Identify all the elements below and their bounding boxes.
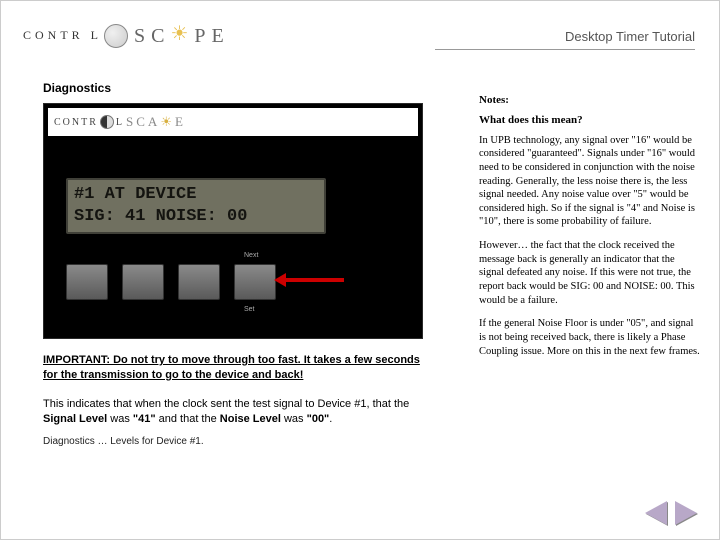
screenshot-clock-icon: [100, 115, 114, 129]
caption-text: Diagnostics … Levels for Device #1.: [43, 436, 443, 447]
brand-logo: CONTR L SC☀PE: [23, 23, 230, 48]
logo-text-control: CONTR L: [23, 28, 102, 43]
header: CONTR L SC☀PE Desktop Timer Tutorial: [1, 1, 719, 65]
notes-p1: In UPB technology, any signal over "16" …: [479, 134, 701, 229]
lcd-line1: #1 AT DEVICE: [74, 185, 196, 204]
notes-column: Notes: What does this mean? In UPB techn…: [479, 93, 701, 368]
device-label-next: Next: [244, 252, 258, 259]
device-button-4: [234, 264, 276, 300]
title-underline: [435, 49, 695, 50]
next-button[interactable]: [675, 501, 697, 525]
device-button-1: [66, 264, 108, 300]
important-note: IMPORTANT: Do not try to move through to…: [43, 353, 443, 383]
lcd-line2: SIG: 41 NOISE: 00: [74, 207, 247, 226]
red-arrow-icon: [284, 278, 344, 282]
device-button-3: [178, 264, 220, 300]
screenshot-logo-scape: SCA☀E: [126, 114, 186, 130]
device-buttons: Next Set: [66, 256, 356, 316]
logo-text-scape: SC☀PE: [134, 23, 230, 48]
nav-arrows: [645, 501, 697, 525]
body-text: This indicates that when the clock sent …: [43, 397, 443, 427]
device-label-set: Set: [244, 306, 255, 313]
clock-icon: [104, 24, 128, 48]
section-title: Diagnostics: [43, 81, 443, 95]
notes-subheading: What does this mean?: [479, 113, 701, 127]
device-screenshot: CONTR L SCA☀E #1 AT DEVICE SIG: 41 NOISE…: [43, 103, 423, 339]
sun-icon: ☀: [170, 21, 194, 46]
screenshot-logo-control: CONTR: [54, 117, 98, 128]
prev-button[interactable]: [645, 501, 667, 525]
device-button-2: [122, 264, 164, 300]
main-column: Diagnostics CONTR L SCA☀E #1 AT DEVICE S…: [43, 81, 443, 447]
screenshot-header: CONTR L SCA☀E: [48, 108, 418, 136]
notes-heading: Notes:: [479, 93, 701, 107]
screenshot-logo-l: L: [116, 117, 124, 128]
notes-p3: If the general Noise Floor is under "05"…: [479, 317, 701, 358]
notes-p2: However… the fact that the clock receive…: [479, 239, 701, 307]
lcd-display: #1 AT DEVICE SIG: 41 NOISE: 00: [66, 178, 326, 234]
page-title: Desktop Timer Tutorial: [565, 29, 695, 44]
